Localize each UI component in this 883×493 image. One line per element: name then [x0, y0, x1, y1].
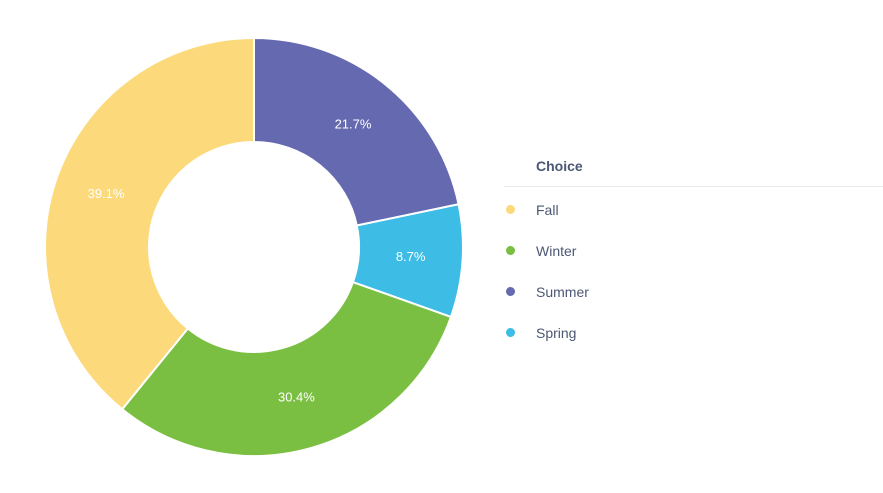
legend-title: Choice	[504, 146, 883, 187]
legend-item-summer[interactable]: Summer	[504, 271, 883, 312]
chart-legend: Choice Fall Winter Summer Spring	[504, 146, 883, 353]
slice-winter[interactable]	[120, 280, 453, 457]
legend-dot-fall	[506, 205, 515, 214]
legend-dot-spring	[506, 328, 515, 337]
legend-label-summer: Summer	[536, 283, 589, 300]
slice-summer[interactable]	[253, 36, 460, 227]
legend-dot-winter	[506, 246, 515, 255]
slice-label-summer: 21.7%	[335, 117, 372, 132]
legend-dot-summer	[506, 287, 515, 296]
legend-label-winter: Winter	[536, 242, 577, 259]
legend-item-winter[interactable]: Winter	[504, 230, 883, 271]
legend-item-fall[interactable]: Fall	[504, 189, 883, 230]
slice-label-winter: 30.4%	[278, 390, 315, 405]
donut-chart: 21.7% 8.7% 30.4% 39.1%	[44, 36, 464, 457]
legend-label-fall: Fall	[536, 201, 559, 218]
slice-fall[interactable]	[44, 36, 255, 411]
slice-label-fall: 39.1%	[88, 186, 125, 201]
donut-chart-svg: 21.7% 8.7% 30.4% 39.1%	[44, 36, 464, 457]
legend-label-spring: Spring	[536, 324, 577, 341]
legend-item-spring[interactable]: Spring	[504, 312, 883, 353]
slice-label-spring: 8.7%	[396, 249, 426, 264]
legend-list: Fall Winter Summer Spring	[504, 187, 883, 353]
